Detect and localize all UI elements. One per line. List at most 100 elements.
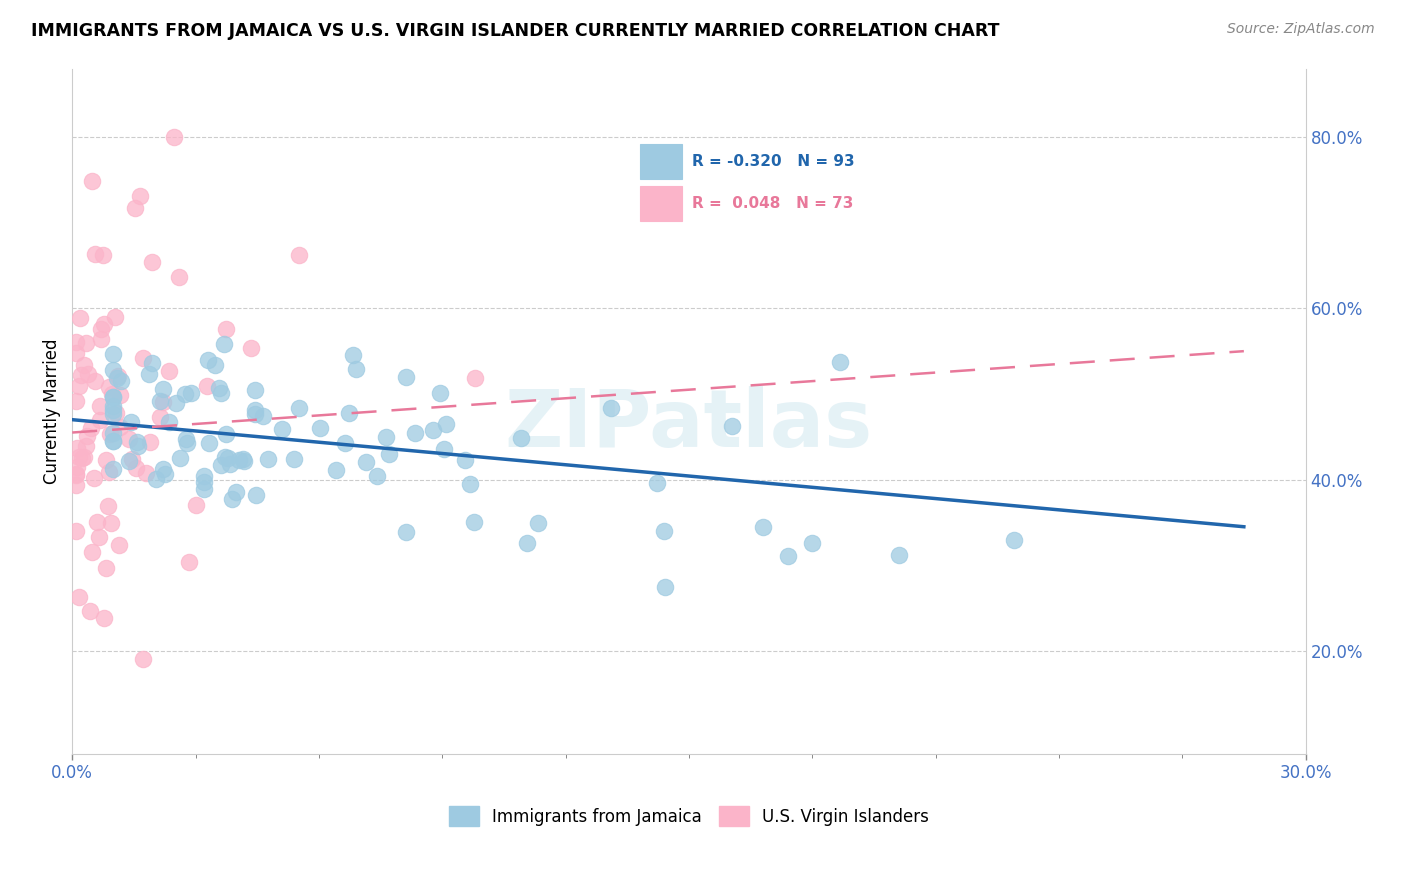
Point xyxy=(66,442,89,456)
Point xyxy=(107,368,129,383)
Point xyxy=(118,454,141,468)
Point xyxy=(138,368,160,382)
Point xyxy=(177,555,200,569)
Point xyxy=(124,201,146,215)
Point xyxy=(198,436,221,450)
Point xyxy=(141,356,163,370)
Point xyxy=(287,401,309,415)
Point xyxy=(79,604,101,618)
Point xyxy=(395,370,418,384)
Point xyxy=(193,475,215,489)
Point xyxy=(103,407,125,421)
Point xyxy=(283,451,305,466)
Point xyxy=(103,363,125,377)
Point xyxy=(103,461,125,475)
Point xyxy=(67,590,90,604)
Point xyxy=(176,432,198,446)
Point xyxy=(257,452,280,467)
Point xyxy=(135,467,157,481)
Point xyxy=(195,379,218,393)
Point xyxy=(510,431,533,445)
Point xyxy=(225,484,247,499)
Point xyxy=(243,403,266,417)
Point xyxy=(652,524,675,538)
Point xyxy=(180,386,202,401)
Point xyxy=(149,393,172,408)
Point xyxy=(98,426,121,441)
Point xyxy=(243,407,266,421)
Point xyxy=(93,611,115,625)
Point xyxy=(80,421,103,435)
Point xyxy=(776,549,799,564)
Point xyxy=(75,336,97,351)
Point xyxy=(105,370,128,384)
Point xyxy=(103,347,125,361)
Point xyxy=(751,520,773,534)
Point xyxy=(404,425,426,440)
Point xyxy=(86,516,108,530)
Point xyxy=(98,380,121,394)
Point xyxy=(65,334,87,349)
Point xyxy=(193,468,215,483)
Point xyxy=(887,548,910,562)
Point xyxy=(152,383,174,397)
Bar xyxy=(640,186,682,221)
Point xyxy=(214,426,236,441)
Point xyxy=(184,498,207,512)
Point xyxy=(645,476,668,491)
Point xyxy=(89,399,111,413)
Point xyxy=(125,461,148,475)
Point xyxy=(176,435,198,450)
Point xyxy=(97,466,120,480)
Point xyxy=(339,406,361,420)
Point xyxy=(105,406,128,420)
Point xyxy=(800,535,823,549)
Point xyxy=(221,491,243,506)
Point xyxy=(75,439,97,453)
Point xyxy=(76,429,98,443)
Point xyxy=(70,450,93,465)
Point xyxy=(65,524,87,538)
Point xyxy=(169,451,191,466)
Point xyxy=(342,348,364,362)
Point xyxy=(97,499,120,513)
Point xyxy=(152,395,174,409)
Point xyxy=(100,516,122,530)
Point xyxy=(69,311,91,326)
Point xyxy=(91,248,114,262)
Point xyxy=(103,399,125,413)
Point xyxy=(219,457,242,471)
Point xyxy=(252,409,274,423)
Point xyxy=(72,450,94,464)
Point xyxy=(128,188,150,202)
Point xyxy=(127,439,149,453)
Point xyxy=(141,255,163,269)
Point xyxy=(103,390,125,404)
Point xyxy=(157,415,180,429)
Point xyxy=(429,385,451,400)
Point xyxy=(108,388,131,402)
Point xyxy=(228,453,250,467)
Point xyxy=(73,358,96,372)
Point xyxy=(90,332,112,346)
Point xyxy=(65,468,87,483)
Point xyxy=(89,413,111,427)
Point xyxy=(125,435,148,450)
Point xyxy=(232,452,254,467)
Point xyxy=(94,561,117,575)
Y-axis label: Currently Married: Currently Married xyxy=(44,338,60,483)
Point xyxy=(107,538,129,552)
Point xyxy=(515,535,537,549)
Point xyxy=(828,355,851,369)
Point xyxy=(214,450,236,464)
Point xyxy=(240,341,263,355)
Point xyxy=(93,317,115,331)
Point xyxy=(215,322,238,336)
Point xyxy=(82,545,104,559)
Point xyxy=(118,432,141,446)
Point xyxy=(66,460,89,475)
Point xyxy=(103,434,125,449)
Point xyxy=(90,322,112,336)
Point xyxy=(83,374,105,388)
Point xyxy=(120,415,142,429)
